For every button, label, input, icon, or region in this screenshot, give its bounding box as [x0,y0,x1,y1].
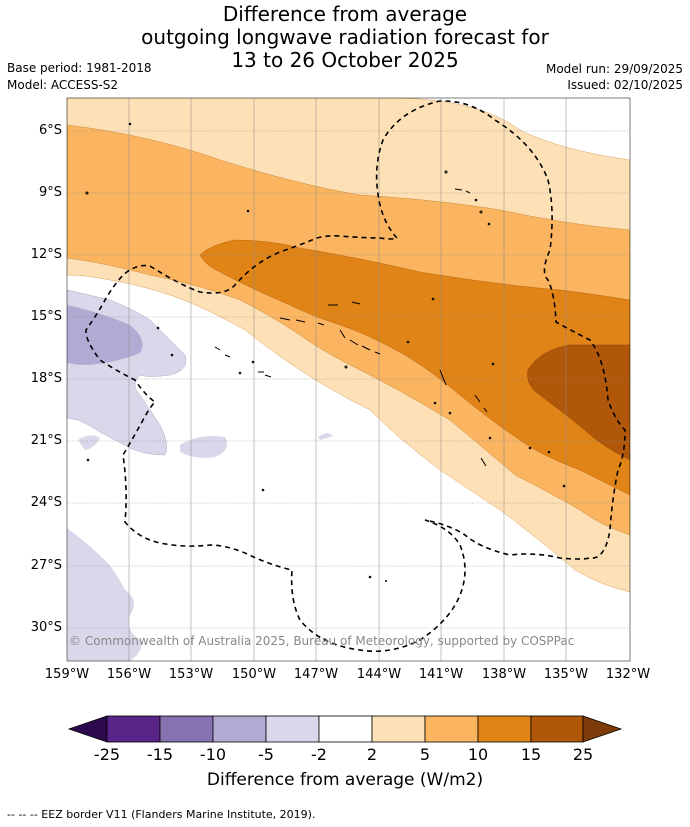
eez-border [85,100,626,653]
island [454,188,471,194]
island [339,329,381,355]
island [474,394,488,413]
lon-label: 138°W [481,667,527,682]
copyright-notice: © Commonwealth of Australia 2025, Bureau… [69,634,575,648]
island [528,446,532,450]
colorbar-seg-n15-n10 [159,715,214,743]
colorbar-tick: -15 [146,745,174,764]
island [439,369,447,386]
island [474,198,478,202]
title-line-1: Difference from average [222,2,468,26]
island [246,209,250,213]
island [344,365,348,369]
colorbar-tick: -5 [258,745,274,764]
lat-label: 21°S [30,433,62,448]
island [444,170,448,174]
island [479,210,483,214]
lon-label: 153°W [168,667,214,682]
island [170,353,174,357]
island [562,484,566,488]
islands [85,122,566,582]
model-run: Model run: 29/09/2025 [545,62,683,76]
lat-label: 24°S [30,495,62,510]
island [279,317,325,326]
anomaly-band-neg5-neg10 [67,305,143,365]
lon-label: 147°W [293,667,339,682]
island [214,346,231,358]
colorbar-tick: 5 [419,745,431,764]
anomaly-patch-neg-small-1 [78,435,100,450]
lat-label: 18°S [30,371,62,386]
base-period: Base period: 1981-2018 [7,61,152,75]
colorbar-tick: -10 [199,745,227,764]
island [487,222,491,226]
island [238,371,242,375]
colorbar-title: Difference from average (W/m2) [206,770,484,790]
lon-label: 156°W [106,667,152,682]
colorbar-seg-p15-p25 [530,715,584,743]
lon-label: 141°W [418,667,464,682]
island [385,580,387,582]
eez-legend-footer: -- -- -- EEZ border V11 (Flanders Marine… [7,808,316,821]
colorbar-tick: -25 [93,745,121,764]
colorbar-seg-n5-n2 [265,715,320,743]
issued-date: Issued: 02/10/2025 [567,78,683,92]
island [258,371,272,378]
colorbar-seg-n25-n15 [106,715,161,743]
map-frame [66,97,631,662]
lat-label: 6°S [38,123,62,138]
island [488,436,492,440]
lat-label: 15°S [30,309,62,324]
colorbar-seg-n10-n5 [212,715,267,743]
island [480,457,487,467]
colorbar [67,715,623,743]
lat-label: 12°S [30,247,62,262]
anomaly-patch-neg-small-3 [318,433,333,440]
colorbar-tick: 2 [366,745,378,764]
island [406,340,410,344]
lon-label: 132°W [605,667,651,682]
island [547,450,551,454]
lat-label: 27°S [30,558,62,573]
colorbar-tick: 15 [520,745,542,764]
island [128,122,132,126]
island [448,411,452,415]
island [261,488,265,492]
island [85,191,89,195]
olr-anomaly-field [67,98,630,661]
lon-label: 135°W [543,667,589,682]
colorbar-extend-high [582,715,623,743]
colorbar-seg-p5-p10 [424,715,479,743]
anomaly-band-5-10 [67,124,630,536]
model-name: Model: ACCESS-S2 [7,78,119,92]
anomaly-patch-neg-small-2 [180,436,228,458]
colorbar-seg-p2-p5 [371,715,426,743]
island [251,360,255,364]
colorbar-seg-n2-p2 [318,715,373,743]
island [433,401,437,405]
colorbar-tick: 10 [467,745,489,764]
island [86,458,90,462]
lat-label: 9°S [38,185,62,200]
island [368,575,372,579]
lon-label: 144°W [356,667,402,682]
colorbar-extend-low [67,715,108,743]
map-gridlines [67,98,630,661]
title-line-2: outgoing longwave radiation forecast for [141,25,549,49]
colorbar-seg-p10-p15 [477,715,532,743]
island [491,362,495,366]
colorbar-tick: -2 [311,745,327,764]
lon-label: 150°W [231,667,277,682]
lon-label: 159°W [44,667,90,682]
island [328,301,361,306]
title-line-3: 13 to 26 October 2025 [231,48,459,72]
island [431,297,435,301]
lat-label: 30°S [30,620,62,635]
anomaly-band-10-15 [199,239,630,496]
colorbar-tick: 25 [572,745,594,764]
island [156,326,160,330]
